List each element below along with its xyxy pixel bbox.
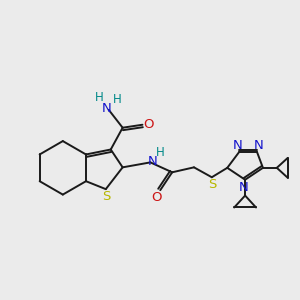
Text: N: N bbox=[102, 102, 112, 116]
Text: N: N bbox=[238, 181, 248, 194]
Text: H: H bbox=[113, 94, 122, 106]
Text: O: O bbox=[143, 118, 154, 131]
Text: N: N bbox=[232, 139, 242, 152]
Text: H: H bbox=[94, 92, 103, 104]
Text: N: N bbox=[254, 139, 264, 152]
Text: N: N bbox=[148, 155, 157, 168]
Text: O: O bbox=[151, 190, 162, 204]
Text: S: S bbox=[208, 178, 217, 191]
Text: H: H bbox=[156, 146, 165, 159]
Text: S: S bbox=[103, 190, 111, 202]
